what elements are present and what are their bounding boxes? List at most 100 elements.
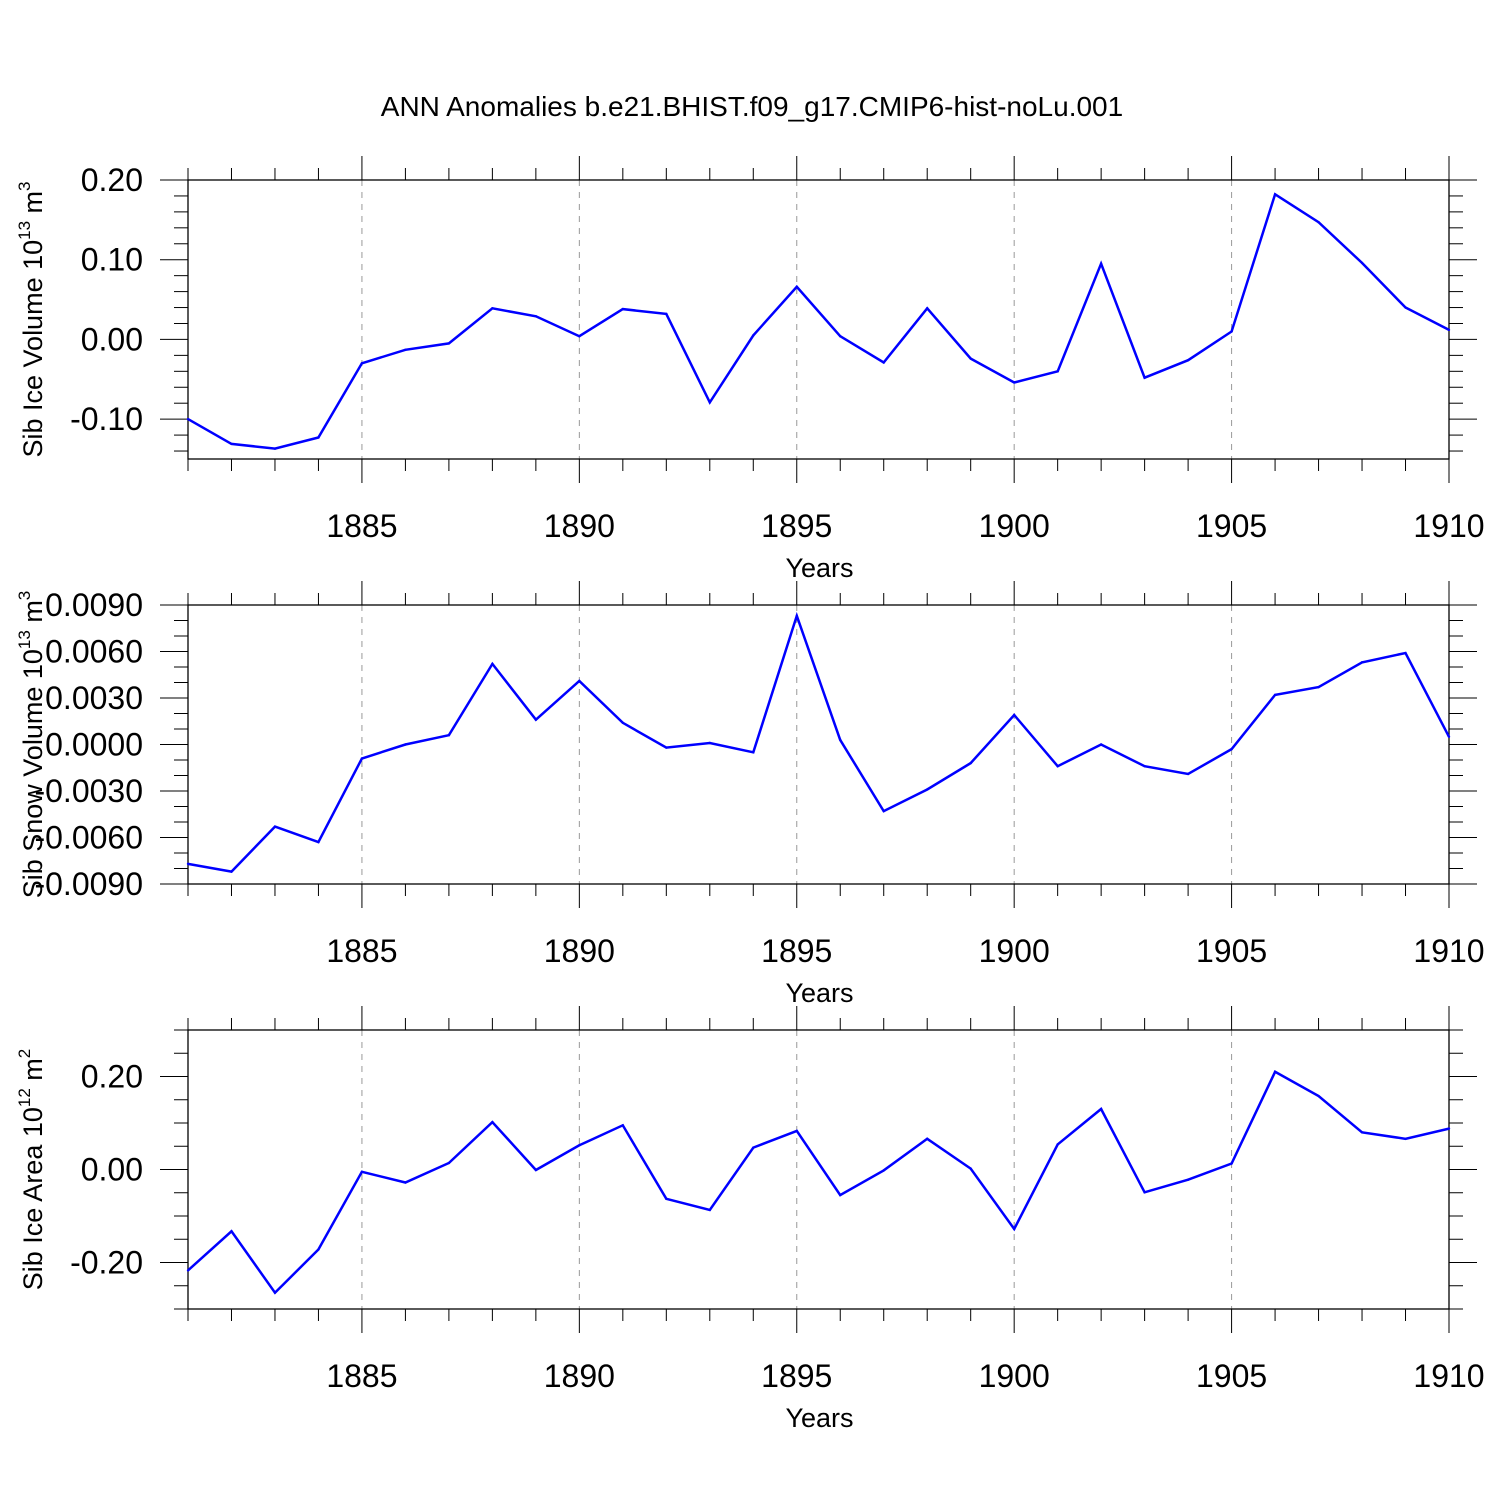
data-point xyxy=(404,348,407,351)
x-tick-label: 1885 xyxy=(326,508,397,544)
y-axis-title-exponent: 12 xyxy=(15,1088,34,1107)
y-axis-title: Sib Snow Volume 1013 m3 xyxy=(15,591,48,899)
x-axis-title: Years xyxy=(785,1403,853,1433)
x-tick-label: 1900 xyxy=(979,1358,1050,1394)
data-point xyxy=(491,1120,494,1124)
data-point xyxy=(1099,262,1103,265)
data-point xyxy=(1404,306,1407,309)
data-point xyxy=(926,1137,929,1141)
y-tick-label: 0.20 xyxy=(81,162,143,198)
data-point xyxy=(447,342,451,345)
data-point xyxy=(230,870,233,873)
x-axis-title: Years xyxy=(785,553,853,583)
data-point xyxy=(752,751,755,754)
data-point xyxy=(1404,1137,1407,1141)
x-tick-label: 1900 xyxy=(979,933,1050,969)
data-point xyxy=(839,1193,842,1197)
data-point xyxy=(1360,661,1364,664)
x-axis-title: Years xyxy=(785,978,853,1008)
data-point xyxy=(1012,713,1016,717)
data-point xyxy=(708,1208,711,1212)
y-tick-label: 0.00 xyxy=(81,321,143,357)
data-point xyxy=(1143,1191,1146,1194)
data-point xyxy=(491,662,494,666)
data-point xyxy=(360,1170,364,1174)
y-axis-title-main: Sib Ice Volume 10 xyxy=(18,240,48,458)
data-point xyxy=(1012,1227,1016,1231)
data-point xyxy=(1317,1094,1320,1098)
data-point xyxy=(1230,747,1233,751)
data-point xyxy=(317,840,320,844)
data-point xyxy=(839,738,842,742)
y-tick-label: 0.0030 xyxy=(45,680,143,716)
data-point xyxy=(708,741,711,745)
data-point xyxy=(273,825,277,828)
data-point xyxy=(447,734,451,737)
x-tick-label: 1895 xyxy=(761,1358,832,1394)
data-point xyxy=(1056,765,1059,768)
y-tick-label: -0.0090 xyxy=(34,866,143,902)
series-line xyxy=(187,1070,1450,1295)
data-point xyxy=(969,357,972,360)
data-point xyxy=(882,809,885,813)
data-point xyxy=(839,335,842,338)
data-point xyxy=(186,417,190,421)
x-tick-label: 1890 xyxy=(544,1358,615,1394)
panel-sib-snow-volume: 1885 1890 1895 1900 1905 1910 Years -0.0090 -0.0… xyxy=(15,581,1485,1008)
data-point xyxy=(404,743,407,746)
data-point xyxy=(1012,381,1016,384)
data-point xyxy=(317,1248,320,1251)
panel-sib-ice-area: 1885 1890 1895 1900 1905 1910 Years -0.20 0.00 0.… xyxy=(15,1006,1485,1433)
series-line xyxy=(187,192,1450,450)
data-point xyxy=(1099,1107,1103,1111)
data-point xyxy=(621,307,625,311)
y-tick-label: -0.0030 xyxy=(34,773,143,809)
plot-frame xyxy=(187,1029,1450,1310)
x-tick-label: 1895 xyxy=(761,508,832,544)
x-tick-label: 1890 xyxy=(544,508,615,544)
data-point xyxy=(1186,772,1190,776)
data-point xyxy=(795,614,798,618)
x-tick-label: 1910 xyxy=(1413,933,1484,969)
y-tick-label: 0.0090 xyxy=(45,587,143,623)
y-axis-title-unit-exponent: 3 xyxy=(15,591,34,600)
data-point xyxy=(621,721,625,724)
data-point xyxy=(1143,376,1146,379)
data-point xyxy=(795,1129,798,1133)
y-axis-title-exponent: 13 xyxy=(15,630,34,649)
data-point xyxy=(1360,1131,1364,1134)
data-point xyxy=(404,1181,407,1184)
data-point xyxy=(752,334,755,337)
data-point xyxy=(926,788,929,791)
x-tick-label: 1905 xyxy=(1196,508,1267,544)
panel-sib-ice-volume: 1885 1890 1895 1900 1905 1910 Years -0.10 0.00 0.… xyxy=(15,156,1485,583)
data-point xyxy=(447,1161,451,1165)
data-point xyxy=(1056,1143,1059,1146)
x-tick-label: 1895 xyxy=(761,933,832,969)
y-tick-label: -0.10 xyxy=(70,401,143,437)
data-point xyxy=(665,312,668,316)
data-point xyxy=(1186,1178,1190,1181)
y-axis-title-unit: m xyxy=(18,600,48,630)
data-point xyxy=(534,315,538,318)
data-point xyxy=(186,862,190,866)
data-point xyxy=(491,307,494,310)
data-point xyxy=(534,718,538,721)
x-tick-label: 1885 xyxy=(326,933,397,969)
data-point xyxy=(1404,651,1407,655)
y-axis-title-main: Sib Snow Volume 10 xyxy=(18,649,48,898)
plot-frame xyxy=(187,179,1450,460)
data-point xyxy=(752,1146,755,1149)
data-point xyxy=(969,761,972,765)
y-axis-title-unit: m xyxy=(18,1058,48,1088)
data-point xyxy=(578,1144,581,1147)
data-point xyxy=(665,746,668,749)
data-point xyxy=(578,335,581,338)
data-point xyxy=(534,1168,538,1172)
y-axis-title-unit: m xyxy=(18,191,48,221)
y-axis-title-unit-exponent: 2 xyxy=(15,1049,34,1058)
figure-title: ANN Anomalies b.e21.BHIST.f09_g17.CMIP6-… xyxy=(381,91,1123,122)
data-point xyxy=(1273,693,1277,697)
x-tick-label: 1910 xyxy=(1413,508,1484,544)
